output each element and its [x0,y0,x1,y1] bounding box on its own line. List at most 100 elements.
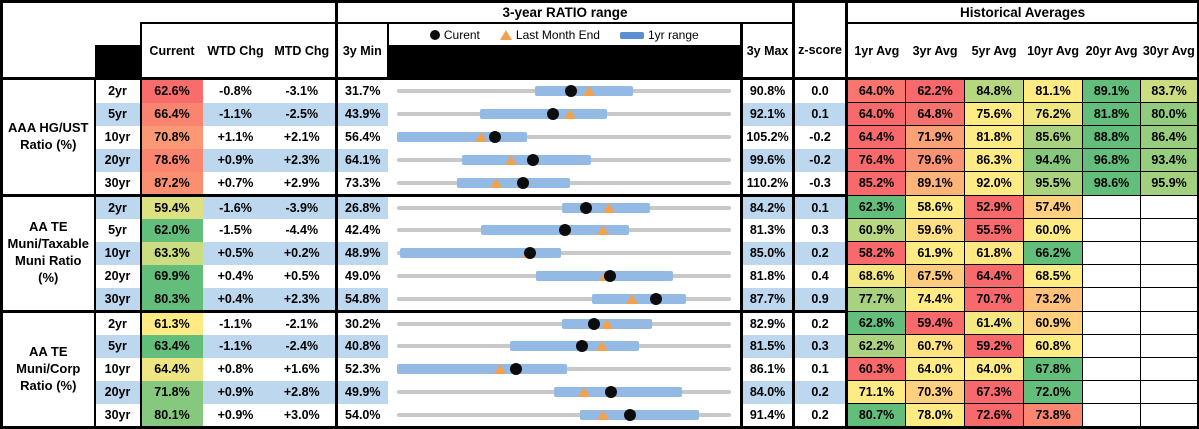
range-track [396,135,732,139]
cell-3y-min: 26.8% [335,193,388,219]
one-year-range-bar [400,248,561,258]
cell-avg-30yr-avg [1140,241,1199,265]
last-month-triangle-icon [474,132,487,142]
range-chart-cell [387,264,744,288]
last-month-triangle-icon [494,364,507,374]
cell-avg-5yr-avg: 84.8% [964,78,1025,103]
cell-avg-10yr-avg: 60.0% [1023,218,1084,242]
cell-avg-20yr-avg: 98.6% [1082,171,1142,196]
cell-avg-20yr-avg: 96.8% [1082,148,1142,172]
cell-avg-10yr-avg: 67.8% [1023,357,1084,381]
last-month-triangle-icon [603,202,616,213]
cell-avg-10yr-avg: 81.1% [1023,78,1084,103]
cell-mtd-chg: +2.8% [268,380,339,404]
one-year-range-bar [480,109,608,119]
legend-range: 1yr range [619,28,699,42]
cell-wtd-chg: +0.4% [202,287,269,311]
cell-wtd-chg: +0.8% [217,362,254,376]
table-row: AAA HG/UST Ratio (%) 2yr 62.6% -0.8% -3.1% 31… [1,78,1199,195]
cell-term: 5yr [94,334,141,358]
cell-z-score: 0.9 [793,287,849,311]
cell-avg-5yr-avg: 70.7% [964,287,1025,312]
last-month-triangle-icon [577,387,590,397]
cell-avg-10yr-avg: 60.9% [1023,310,1084,335]
range-chart-cell [387,102,744,126]
cell-avg-30yr-avg: 93.4% [1140,148,1199,172]
range-chart-cell [387,309,744,335]
cell-3y-max: 92.1% [741,102,796,126]
cell-avg-3yr-avg: 71.9% [905,125,966,149]
ratio-range-title: 3-year RATIO range [335,1,796,24]
col-header-z-score: z-score [793,23,849,80]
col-header-wtd-chg: WTD Chg [202,22,269,80]
last-month-triangle-icon [505,155,518,165]
cell-term: 30yr [104,175,131,190]
cell-avg-20yr-avg [1082,334,1142,358]
cell-avg-30yr-avg [1140,218,1199,242]
range-chart [388,219,739,241]
range-chart-cell [387,334,744,358]
range-chart [388,288,739,310]
cell-mtd-chg: +3.0% [268,403,339,428]
cell-3y-max: 91.4% [741,403,796,428]
cell-avg-5yr-avg: 67.3% [964,380,1025,404]
cell-term: 20yr [94,148,141,172]
cell-3y-max: 86.1% [741,357,796,381]
cell-3y-min: 40.8% [335,334,388,358]
cell-avg-20yr-avg [1082,194,1142,219]
cell-3y-min: 73.3% [335,171,388,195]
table-row: 10yr 63.3% +0.5% +0.2% 48.9% 85.0% 0.2 58.2% 61.… [2,241,1199,265]
cell-avg-1yr-avg: 77.7% [846,287,907,312]
cell-3y-min: 31.7% [335,78,388,103]
legend-black-fill [388,45,739,76]
cell-avg-20yr-avg [1082,357,1142,381]
cell-avg-20yr-avg [1082,241,1142,265]
range-chart-cell [387,218,744,242]
cell-z-score: 0.4 [793,264,849,288]
cell-3y-min: 64.1% [335,148,388,172]
current-dot-icon [429,30,440,40]
cell-current: 61.3% [139,309,203,335]
range-chart [388,314,739,335]
cell-avg-10yr-avg: 66.2% [1023,241,1084,265]
legend-current: Curent [429,28,480,42]
table-row: 30yr 80.1% +0.9% +3.0% 54.0% 91.4% 0.2 80.7% 78.… [2,403,1199,428]
cell-avg-1yr-avg: 62.3% [846,194,907,219]
table-row: 20yr 71.8% +0.9% +2.8% 49.9% 84.0% 0.2 71.1% 70.… [2,380,1199,404]
cell-avg-30yr-avg: 80.0% [1140,102,1199,126]
cell-avg-3yr-avg: 70.3% [905,380,966,404]
cell-3y-max: 81.5% [741,334,796,358]
range-chart-cell [387,403,744,428]
cell-avg-30yr-avg: 86.4% [1140,125,1199,149]
cell-current: 70.8% [139,125,203,149]
cell-3y-max: 99.6% [741,148,796,172]
cell-avg-20yr-avg [1082,287,1142,312]
last-month-triangle-icon [597,409,610,420]
cell-z-score: 0.1 [793,193,849,219]
table-row: 5yr 63.4% -1.1% -2.4% 40.8% 81.5% 0.3 62.2% 60.7… [2,334,1199,358]
col-header-3y-min: 3y Min [335,23,389,80]
cell-z-score: 0.1 [793,102,849,126]
one-year-range-bar [480,225,629,235]
cell-avg-1yr-avg: 62.8% [846,310,907,335]
current-dot-icon [523,247,536,259]
cell-current: 78.6% [139,148,203,172]
cell-avg-30yr-avg [1140,403,1199,428]
cell-mtd-chg: +2.1% [268,125,339,149]
cell-wtd-chg: +0.5% [202,241,269,265]
cell-avg-10yr-avg: 68.5% [1023,264,1084,288]
cell-avg-1yr-avg: 58.2% [846,241,907,265]
cell-wtd-chg: +0.9% [217,407,254,422]
cell-avg-30yr-avg: 83.7% [1140,78,1199,103]
current-dot-icon [623,408,636,421]
cell-z-score: 0.2 [793,403,849,428]
cell-term: 2yr [108,84,127,99]
cell-current: 63.3% [139,241,203,265]
table-row: 5yr 66.4% -1.1% -2.5% 43.9% 92.1% 0.1 64.0% 64.8… [2,102,1199,126]
cell-avg-30yr-avg [1140,310,1199,335]
cell-avg-3yr-avg: 60.7% [905,334,966,358]
cell-current: 80.1% [139,403,203,428]
table-row: AA TE Muni/Corp Ratio (%) 2yr 61.3% -1.1% -2… [1,309,1199,428]
cell-3y-min: 42.4% [335,218,388,242]
cell-avg-20yr-avg [1082,380,1142,404]
